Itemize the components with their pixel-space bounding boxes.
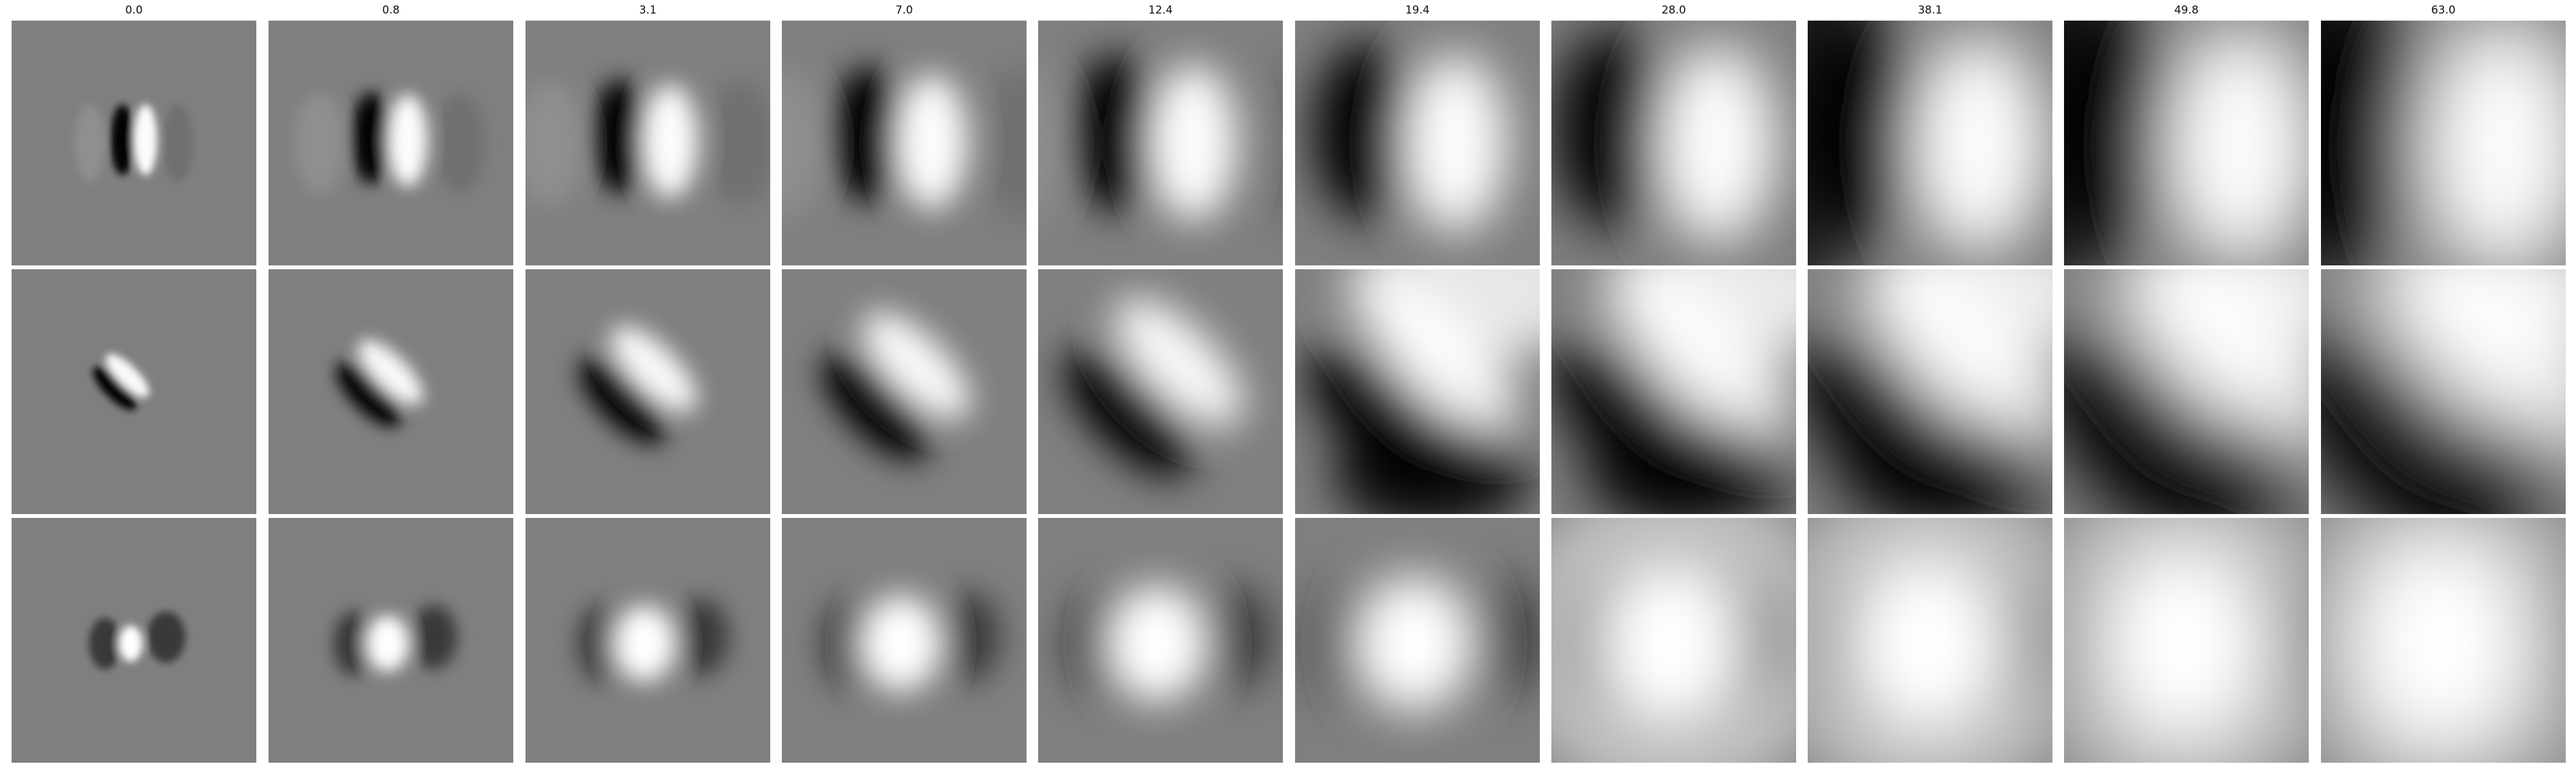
column-title: 12.4	[1148, 4, 1173, 17]
filter-panel-r2-c10	[2321, 269, 2566, 514]
filter-panel-r2-c2	[269, 269, 513, 514]
filter-panel-r3-c5	[1038, 518, 1283, 763]
filter-panel-r1-c7	[1551, 21, 1796, 265]
filter-panel-r2-c5	[1038, 269, 1283, 514]
filter-panel-r1-c6	[1295, 21, 1540, 265]
filter-panel-r2-c4	[782, 269, 1027, 514]
filter-panel-r2-c8	[1808, 269, 2052, 514]
filter-panel-r1-c1	[12, 21, 256, 265]
filter-panel-r3-c1	[12, 518, 256, 763]
filter-panel-r3-c6	[1295, 518, 1540, 763]
column-title: 49.8	[2174, 4, 2199, 17]
filter-panel-r2-c1	[12, 269, 256, 514]
filter-panel-r1-c2	[269, 21, 513, 265]
filter-panel-r3-c7	[1551, 518, 1796, 763]
column-title: 28.0	[1662, 4, 1686, 17]
filter-panel-r3-c4	[782, 518, 1027, 763]
column-title: 0.8	[382, 4, 400, 17]
filter-panel-r3-c8	[1808, 518, 2052, 763]
filter-panel-r1-c4	[782, 21, 1027, 265]
filter-panel-r1-c5	[1038, 21, 1283, 265]
filter-panel-r3-c9	[2064, 518, 2309, 763]
filter-panel-r3-c2	[269, 518, 513, 763]
column-title: 19.4	[1405, 4, 1430, 17]
column-title: 38.1	[1918, 4, 1942, 17]
filter-panel-r1-c8	[1808, 21, 2052, 265]
filter-panel-r3-c10	[2321, 518, 2566, 763]
filter-panel-r2-c7	[1551, 269, 1796, 514]
filter-panel-r2-c6	[1295, 269, 1540, 514]
filter-panel-r1-c10	[2321, 21, 2566, 265]
column-title: 7.0	[895, 4, 913, 17]
column-title: 63.0	[2431, 4, 2456, 17]
column-title: 3.1	[639, 4, 657, 17]
filter-panel-r1-c9	[2064, 21, 2309, 265]
filter-panel-r2-c3	[526, 269, 770, 514]
filter-panel-r1-c3	[526, 21, 770, 265]
column-title: 0.0	[125, 4, 143, 17]
filter-panel-r3-c3	[526, 518, 770, 763]
filter-panel-r2-c9	[2064, 269, 2309, 514]
